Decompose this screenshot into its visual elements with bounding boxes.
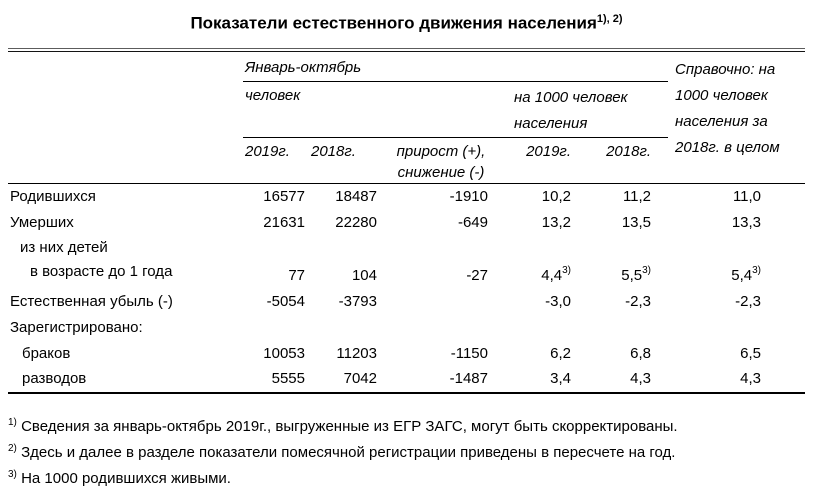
group-header-per-1000: на 1000 человек населения xyxy=(501,81,669,139)
table-row-infants-under-1: из них детей в возрасте до 1 года 77 104… xyxy=(8,236,805,289)
value-cell: -1487 xyxy=(449,369,488,387)
value-cell: 7042 xyxy=(343,369,377,387)
col-header-persons-2018: 2018г. xyxy=(307,137,381,185)
value-cell xyxy=(381,289,501,315)
footnote-1-text: Сведения за январь-октябрь 2019г., выгру… xyxy=(21,417,678,435)
value-cell: -3,0 xyxy=(545,292,571,310)
footnote-3-marker: 3) xyxy=(642,264,652,276)
value-cell xyxy=(381,315,501,341)
table-row-natural-decline: Естественная убыль (-) -5054 -3793 -3,0 … xyxy=(8,289,805,315)
row-label: Естественная убыль (-) xyxy=(10,292,173,310)
footnote-3-text: На 1000 родившихся живыми. xyxy=(21,469,231,487)
value-cell xyxy=(668,315,805,341)
value-cell: 5,43) xyxy=(731,264,762,284)
value-cell xyxy=(586,315,668,341)
value-cell: -3793 xyxy=(338,292,377,310)
value-cell: 4,3 xyxy=(740,369,762,387)
footnote-3-marker: 3) xyxy=(562,264,571,276)
value-cell: -1150 xyxy=(450,344,488,362)
table-row-registered: Зарегистрировано: xyxy=(8,315,805,341)
row-label: разводов xyxy=(22,369,87,387)
table-row-born: Родившихся 16577 18487 -1910 10,2 11,2 1… xyxy=(8,184,805,210)
row-label: из них детей в возрасте до 1 года xyxy=(20,238,173,280)
value-cell: 10,2 xyxy=(541,187,571,205)
footnote-2-marker: 2) xyxy=(8,442,17,454)
row-label: Родившихся xyxy=(10,187,96,205)
value-cell: 6,5 xyxy=(740,344,762,362)
value-cell: -2,3 xyxy=(625,292,652,310)
page-title-text: Показатели естественного движения населе… xyxy=(190,13,597,33)
header-row-years: 2019г. 2018г. прирост (+), снижение (-) … xyxy=(8,137,805,185)
value-cell xyxy=(501,315,586,341)
col-header-per1000-2019: 2019г. xyxy=(501,137,586,185)
value-cell: 13,3 xyxy=(731,213,762,231)
natural-movement-table: Январь-октябрь Справочно: на 1000 челове… xyxy=(8,51,806,394)
value-cell: 13,5 xyxy=(621,213,652,231)
value-cell: -27 xyxy=(466,266,488,284)
footnote-2-text: Здесь и далее в разделе показатели помес… xyxy=(21,443,676,461)
table-row-died: Умерших 21631 22280 -649 13,2 13,5 13,3 xyxy=(8,210,805,236)
title-footnote-marks: 1), 2) xyxy=(596,13,623,25)
footnote-1: 1) Сведения за январь-октябрь 2019г., вы… xyxy=(8,412,813,438)
group-header-january-october: Январь-октябрь xyxy=(243,51,669,83)
value-cell: -5054 xyxy=(266,292,305,310)
header-row-units: человек на 1000 человек населения xyxy=(8,81,805,139)
col-header-persons-2019: 2019г. xyxy=(243,137,307,185)
col-header-per1000-2018: 2018г. xyxy=(586,137,669,185)
group-header-persons: человек xyxy=(243,81,501,139)
value-cell: 5555 xyxy=(271,369,305,387)
value-cell: -2,3 xyxy=(735,292,762,310)
value-cell: 6,2 xyxy=(550,344,571,362)
value-cell: 11,2 xyxy=(622,187,652,205)
value-cell: 22280 xyxy=(335,213,377,231)
value-cell: 11,0 xyxy=(732,187,762,205)
footnote-3: 3) На 1000 родившихся живыми. xyxy=(8,464,813,490)
table-row-marriages: браков 10053 11203 -1150 6,2 6,8 6,5 xyxy=(8,341,805,367)
value-cell: 77 xyxy=(288,266,305,284)
value-cell: 16577 xyxy=(263,187,305,205)
value-cell: 104 xyxy=(351,266,377,284)
indicator-column-head xyxy=(8,51,243,185)
col-header-change: прирост (+), снижение (-) xyxy=(381,137,501,185)
header-row-period: Январь-октябрь Справочно: на 1000 челове… xyxy=(8,51,806,185)
footnote-3-marker: 3) xyxy=(8,468,17,480)
value-cell xyxy=(243,315,307,341)
value-cell: 6,8 xyxy=(630,344,652,362)
footnotes: 1) Сведения за январь-октябрь 2019г., вы… xyxy=(8,412,813,490)
value-cell: 3,4 xyxy=(550,369,571,387)
value-cell: 4,3 xyxy=(630,369,652,387)
value-cell xyxy=(307,315,381,341)
footnote-1-marker: 1) xyxy=(8,416,17,428)
value-cell: -649 xyxy=(457,213,488,231)
page-title: Показатели естественного движения населе… xyxy=(0,9,813,34)
group-header-reference: Справочно: на 1000 человек населения за … xyxy=(668,51,806,185)
table-top-rule xyxy=(8,47,805,52)
value-cell: 5,53) xyxy=(621,264,652,284)
row-label: Зарегистрировано: xyxy=(10,318,143,336)
value-cell: 11203 xyxy=(336,344,377,362)
value-cell: 13,2 xyxy=(541,213,571,231)
row-label: браков xyxy=(22,344,71,362)
row-label: Умерших xyxy=(10,213,74,231)
footnote-2: 2) Здесь и далее в разделе показатели по… xyxy=(8,438,813,464)
value-cell: 18487 xyxy=(335,187,377,205)
value-cell: -1910 xyxy=(449,187,488,205)
table-row-divorces: разводов 5555 7042 -1487 3,4 4,3 4,3 xyxy=(8,367,805,393)
value-cell: 21631 xyxy=(263,213,305,231)
value-cell: 10053 xyxy=(263,344,305,362)
footnote-3-marker: 3) xyxy=(752,264,762,276)
value-cell: 4,43) xyxy=(541,264,571,284)
